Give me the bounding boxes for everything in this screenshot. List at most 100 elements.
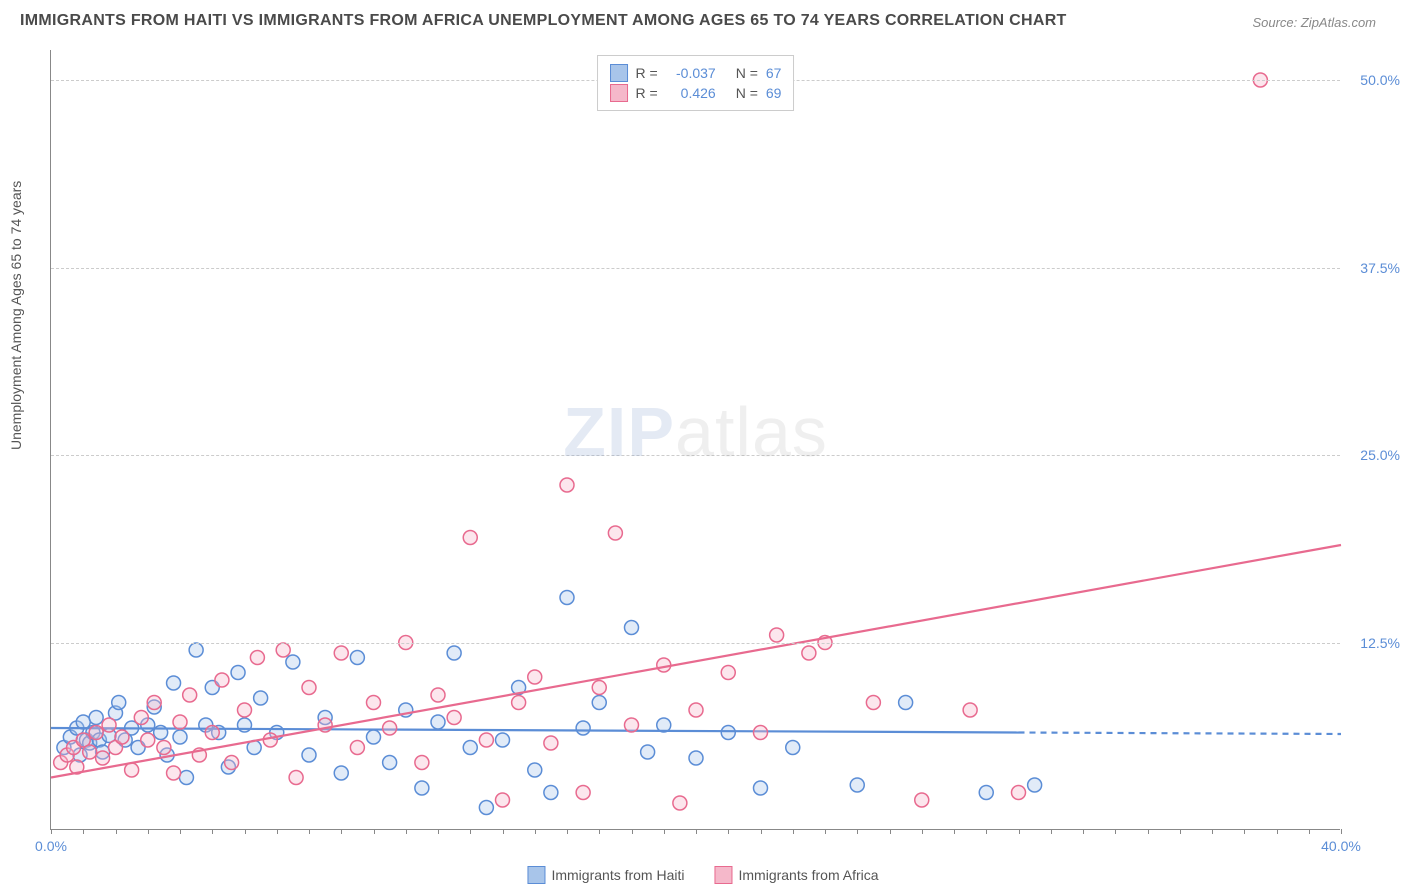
x-tick (599, 829, 600, 834)
data-point (350, 741, 364, 755)
data-point (754, 781, 768, 795)
x-tick (1051, 829, 1052, 834)
data-point (625, 718, 639, 732)
data-point (850, 778, 864, 792)
data-point (238, 703, 252, 717)
data-point (134, 711, 148, 725)
x-tick (986, 829, 987, 834)
data-point (141, 733, 155, 747)
data-point (205, 726, 219, 740)
data-point (447, 711, 461, 725)
legend-r-label: R = (636, 85, 658, 101)
scatter-svg (51, 50, 1340, 829)
data-point (173, 730, 187, 744)
legend-r-value: 0.426 (666, 85, 716, 101)
trend-line (51, 545, 1341, 778)
legend-n-label: N = (736, 65, 758, 81)
data-point (625, 621, 639, 635)
legend-series-label: Immigrants from Haiti (551, 867, 684, 883)
x-tick (212, 829, 213, 834)
x-tick (1115, 829, 1116, 834)
data-point (463, 741, 477, 755)
data-point (496, 733, 510, 747)
data-point (544, 786, 558, 800)
plot-area: ZIPatlas R =-0.037N =67R =0.426N =69 12.… (50, 50, 1340, 830)
x-tick (309, 829, 310, 834)
data-point (383, 756, 397, 770)
data-point (96, 751, 110, 765)
data-point (528, 763, 542, 777)
data-point (592, 696, 606, 710)
x-tick (1277, 829, 1278, 834)
x-tick (1212, 829, 1213, 834)
data-point (167, 676, 181, 690)
data-point (89, 711, 103, 725)
legend-series-item: Immigrants from Africa (715, 866, 879, 884)
trend-line-dashed (1019, 733, 1342, 735)
data-point (179, 771, 193, 785)
data-point (286, 655, 300, 669)
data-point (641, 745, 655, 759)
x-tick (1148, 829, 1149, 834)
data-point (125, 763, 139, 777)
data-point (431, 688, 445, 702)
legend-swatch (610, 84, 628, 102)
data-point (560, 478, 574, 492)
data-point (215, 673, 229, 687)
data-point (496, 793, 510, 807)
data-point (915, 793, 929, 807)
x-tick (1244, 829, 1245, 834)
data-point (802, 646, 816, 660)
data-point (1028, 778, 1042, 792)
legend-series: Immigrants from Haiti Immigrants from Afr… (527, 866, 878, 884)
data-point (528, 670, 542, 684)
x-tick (954, 829, 955, 834)
x-tick (664, 829, 665, 834)
legend-stat-row: R =0.426N =69 (610, 84, 782, 102)
x-tick (116, 829, 117, 834)
x-tick (245, 829, 246, 834)
x-tick-label: 0.0% (35, 838, 67, 854)
data-point (112, 696, 126, 710)
source-attribution: Source: ZipAtlas.com (1252, 15, 1376, 30)
data-point (560, 591, 574, 605)
data-point (157, 741, 171, 755)
data-point (786, 741, 800, 755)
data-point (183, 688, 197, 702)
data-point (115, 730, 129, 744)
data-point (89, 726, 103, 740)
x-tick (341, 829, 342, 834)
data-point (415, 756, 429, 770)
data-point (721, 666, 735, 680)
gridline (51, 268, 1340, 269)
data-point (479, 801, 493, 815)
data-point (334, 766, 348, 780)
data-point (276, 643, 290, 657)
x-tick (567, 829, 568, 834)
data-point (254, 691, 268, 705)
legend-n-value: 67 (766, 65, 782, 81)
data-point (250, 651, 264, 665)
data-point (544, 736, 558, 750)
trend-line (51, 728, 1019, 733)
x-tick (857, 829, 858, 834)
x-tick (470, 829, 471, 834)
x-tick (1083, 829, 1084, 834)
data-point (167, 766, 181, 780)
data-point (673, 796, 687, 810)
y-tick-label: 25.0% (1345, 447, 1400, 463)
data-point (576, 786, 590, 800)
x-tick (148, 829, 149, 834)
data-point (173, 715, 187, 729)
data-point (302, 681, 316, 695)
x-tick (825, 829, 826, 834)
data-point (463, 531, 477, 545)
legend-swatch (610, 64, 628, 82)
x-tick-label: 40.0% (1321, 838, 1361, 854)
y-tick-label: 50.0% (1345, 72, 1400, 88)
legend-r-value: -0.037 (666, 65, 716, 81)
data-point (512, 696, 526, 710)
data-point (689, 751, 703, 765)
legend-stat-row: R =-0.037N =67 (610, 64, 782, 82)
x-tick (1180, 829, 1181, 834)
